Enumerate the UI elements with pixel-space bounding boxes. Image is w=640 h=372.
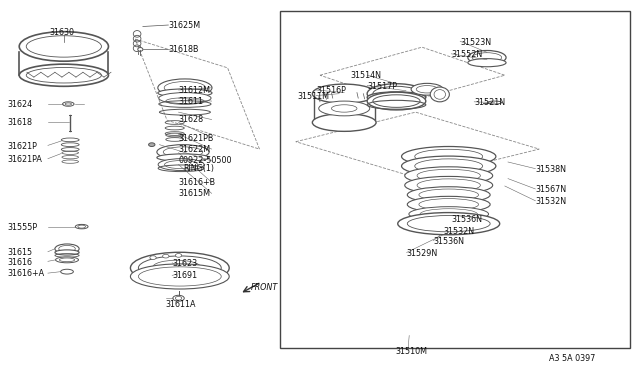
Text: 31536N: 31536N: [451, 215, 483, 224]
Text: 00922-50500: 00922-50500: [179, 156, 232, 166]
Text: 31511M: 31511M: [297, 92, 329, 101]
Ellipse shape: [468, 59, 506, 67]
Ellipse shape: [158, 89, 212, 97]
Ellipse shape: [55, 250, 79, 255]
Text: FRONT: FRONT: [251, 283, 278, 292]
Text: 31538N: 31538N: [536, 165, 566, 174]
Ellipse shape: [163, 254, 169, 258]
Ellipse shape: [148, 143, 155, 147]
Text: 31514N: 31514N: [351, 71, 381, 80]
Text: 31532N: 31532N: [444, 227, 475, 235]
Ellipse shape: [56, 257, 79, 263]
Text: 31621P: 31621P: [8, 142, 38, 151]
Text: 31618: 31618: [8, 118, 33, 127]
Text: 31691: 31691: [172, 271, 197, 280]
Text: 31529N: 31529N: [406, 249, 438, 258]
Ellipse shape: [401, 156, 496, 176]
Text: 31517P: 31517P: [367, 82, 397, 91]
Ellipse shape: [76, 224, 88, 229]
Ellipse shape: [312, 84, 376, 103]
Ellipse shape: [367, 92, 426, 110]
Ellipse shape: [407, 196, 490, 212]
Ellipse shape: [150, 256, 156, 260]
Text: A3 5A 0397: A3 5A 0397: [549, 354, 596, 363]
Ellipse shape: [19, 64, 108, 86]
Text: 31625M: 31625M: [168, 21, 200, 30]
Text: 31615M: 31615M: [179, 189, 211, 198]
Text: 31536N: 31536N: [433, 237, 465, 246]
Ellipse shape: [131, 252, 229, 284]
Ellipse shape: [468, 51, 506, 64]
Text: 31618B: 31618B: [168, 45, 199, 54]
Text: 31552N: 31552N: [451, 50, 483, 59]
Text: 31621PB: 31621PB: [179, 134, 214, 142]
Ellipse shape: [404, 167, 493, 185]
Text: 31616+A: 31616+A: [8, 269, 45, 278]
Text: 31510M: 31510M: [395, 347, 427, 356]
Ellipse shape: [430, 87, 449, 102]
Ellipse shape: [55, 244, 79, 254]
Ellipse shape: [367, 84, 426, 104]
Ellipse shape: [63, 102, 74, 106]
Text: 31532N: 31532N: [536, 197, 566, 206]
Text: 31523N: 31523N: [460, 38, 492, 46]
Ellipse shape: [411, 83, 443, 95]
Ellipse shape: [159, 93, 211, 104]
Ellipse shape: [173, 295, 184, 301]
Ellipse shape: [401, 147, 496, 166]
Ellipse shape: [175, 254, 182, 257]
Bar: [280, 11, 630, 348]
Text: 31628: 31628: [179, 115, 204, 124]
Ellipse shape: [367, 92, 426, 103]
Ellipse shape: [158, 159, 204, 170]
Text: 31611A: 31611A: [166, 300, 196, 310]
Text: 31616: 31616: [8, 257, 33, 267]
Ellipse shape: [312, 113, 376, 131]
Ellipse shape: [409, 207, 488, 221]
Ellipse shape: [404, 176, 493, 194]
Text: 31615: 31615: [8, 248, 33, 257]
Text: 31521N: 31521N: [474, 98, 506, 107]
Text: 31516P: 31516P: [316, 86, 346, 95]
Text: 31630: 31630: [49, 28, 74, 37]
Text: 31624: 31624: [8, 100, 33, 109]
Text: 31622M: 31622M: [179, 145, 211, 154]
Text: 31611: 31611: [179, 97, 204, 106]
Text: 31623: 31623: [172, 259, 197, 268]
Text: 31616+B: 31616+B: [179, 178, 216, 187]
Ellipse shape: [157, 145, 209, 160]
Ellipse shape: [19, 32, 108, 61]
Text: 31621PA: 31621PA: [8, 155, 43, 164]
Ellipse shape: [131, 264, 229, 289]
Ellipse shape: [138, 48, 143, 51]
Ellipse shape: [407, 187, 490, 203]
Text: 31567N: 31567N: [536, 185, 566, 194]
Ellipse shape: [397, 212, 500, 235]
Ellipse shape: [158, 79, 212, 97]
Text: 31555P: 31555P: [8, 223, 38, 232]
Text: RING(1): RING(1): [183, 164, 214, 173]
Text: 31612M: 31612M: [179, 86, 211, 94]
Ellipse shape: [157, 154, 209, 161]
Ellipse shape: [319, 101, 370, 116]
